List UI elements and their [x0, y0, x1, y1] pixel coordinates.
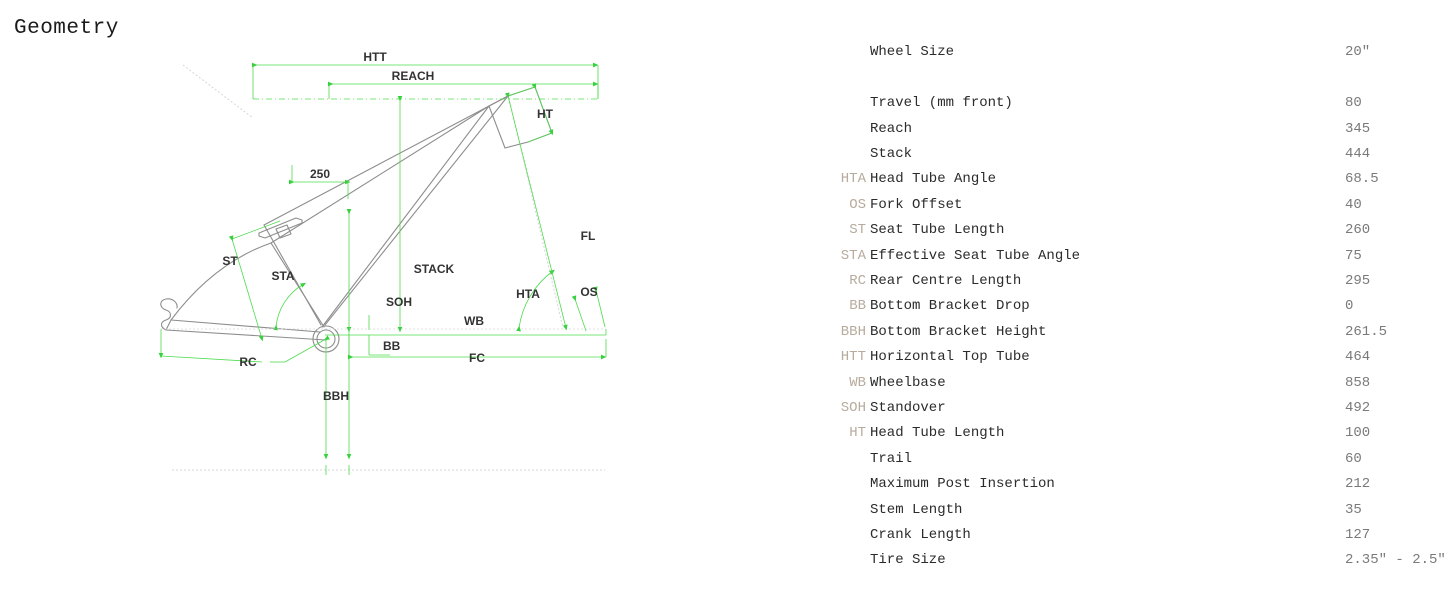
svg-text:FL: FL: [581, 229, 596, 243]
svg-text:BBH: BBH: [323, 389, 349, 403]
svg-text:HTT: HTT: [363, 50, 387, 64]
svg-text:HTA: HTA: [516, 287, 540, 301]
svg-text:STA: STA: [271, 269, 294, 283]
svg-text:FC: FC: [469, 351, 485, 365]
svg-text:REACH: REACH: [392, 69, 435, 83]
svg-text:ST: ST: [222, 254, 238, 268]
svg-text:WB: WB: [464, 314, 484, 328]
svg-text:BB: BB: [383, 339, 401, 353]
svg-text:HT: HT: [537, 107, 554, 121]
svg-text:RC: RC: [239, 355, 257, 369]
svg-text:OS: OS: [580, 285, 597, 299]
svg-text:250: 250: [310, 167, 330, 181]
svg-text:SOH: SOH: [386, 295, 412, 309]
svg-text:STACK: STACK: [414, 262, 455, 276]
